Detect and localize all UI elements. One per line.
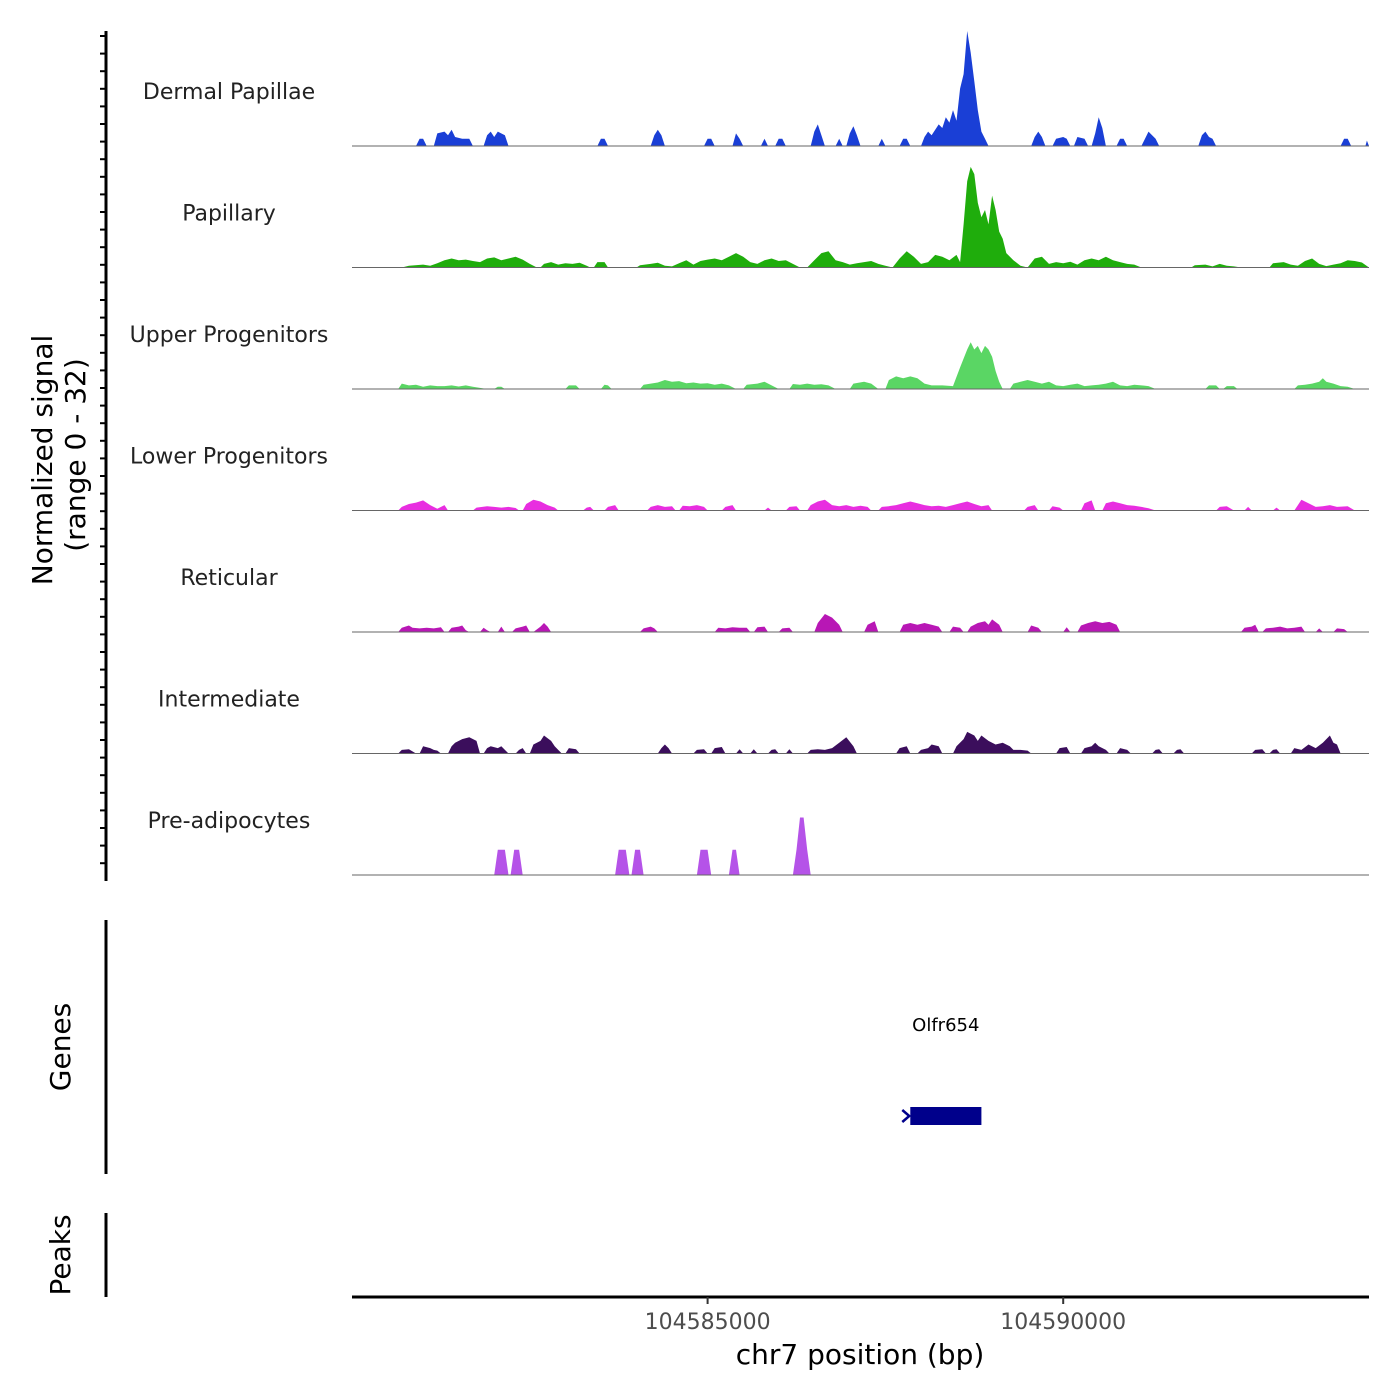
track-label-pre-adipocytes: Pre-adipocytes — [148, 809, 311, 834]
track-area-lower-progenitors — [352, 499, 1369, 511]
track-papillary: Papillary — [182, 166, 1369, 268]
track-lower-progenitors: Lower Progenitors — [130, 445, 1369, 511]
track-upper-progenitors: Upper Progenitors — [130, 323, 1369, 390]
genes-panel-title: Genes — [44, 1003, 77, 1091]
x-axis-title: chr7 position (bp) — [736, 1338, 985, 1371]
track-area-intermediate — [352, 731, 1369, 754]
x-axis-ticks: 104585000 104590000 — [645, 1297, 1126, 1335]
track-intermediate: Intermediate — [158, 688, 1369, 754]
track-area-dermal-papillae — [352, 31, 1369, 146]
track-label-upper-progenitors: Upper Progenitors — [130, 323, 329, 348]
track-label-papillary: Papillary — [182, 202, 276, 227]
track-area-upper-progenitors — [352, 342, 1355, 389]
signal-y-axis-ticks — [100, 35, 106, 865]
track-label-dermal-papillae: Dermal Papillae — [143, 80, 315, 105]
track-label-reticular: Reticular — [180, 566, 278, 591]
peaks-panel-title: Peaks — [44, 1214, 77, 1295]
gene-strand-arrow — [901, 1109, 912, 1123]
x-tick-label: 104590000 — [1000, 1310, 1126, 1335]
track-reticular: Reticular — [180, 566, 1369, 633]
signal-y-range: (range 0 - 32) — [59, 358, 92, 552]
track-area-papillary — [352, 166, 1369, 268]
track-area-reticular — [352, 614, 1348, 632]
track-label-intermediate: Intermediate — [158, 688, 300, 713]
gene-label: Olfr654 — [912, 1015, 979, 1036]
track-label-lower-progenitors: Lower Progenitors — [130, 445, 328, 470]
signal-tracks: Dermal Papillae Papillary Upper Progenitor… — [130, 31, 1369, 876]
gene-body — [910, 1107, 982, 1125]
gene-annotations: Olfr654 — [901, 1015, 982, 1125]
gene-olfr654: Olfr654 — [901, 1015, 982, 1125]
signal-y-title: Normalized signal — [26, 335, 59, 586]
x-tick-label: 104585000 — [645, 1310, 771, 1335]
track-pre-adipocytes: Pre-adipocytes — [148, 809, 1369, 876]
track-area-pre-adipocytes — [352, 817, 1369, 875]
track-dermal-papillae: Dermal Papillae — [143, 31, 1369, 147]
